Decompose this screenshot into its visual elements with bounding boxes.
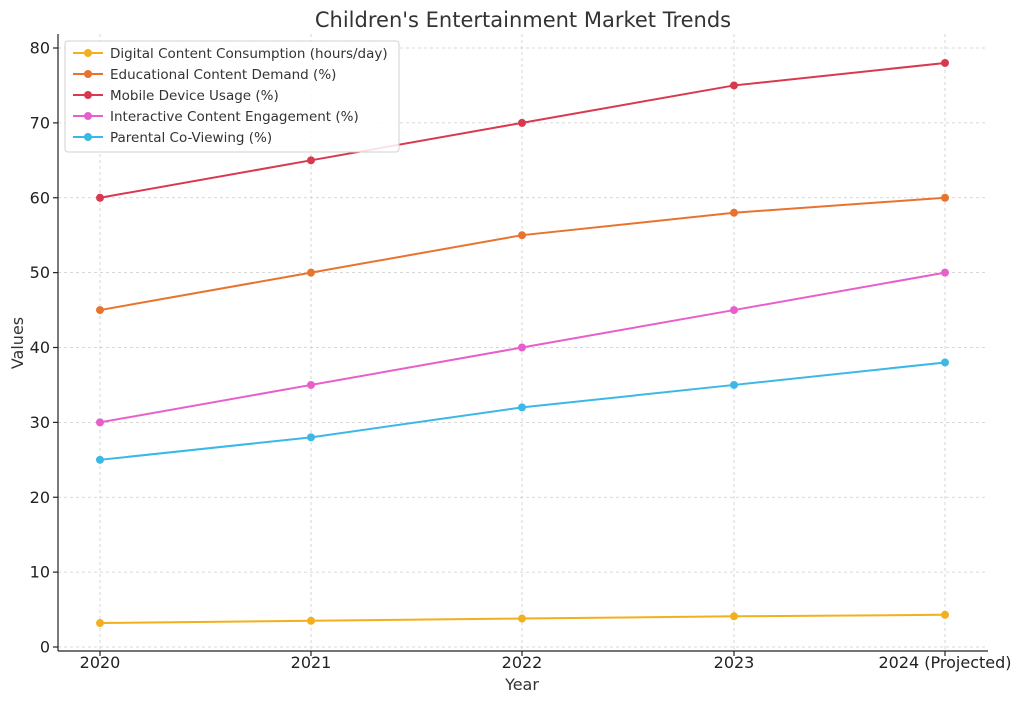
legend-box: [64, 40, 400, 153]
data-point: [96, 193, 104, 202]
y-tick-label: 60: [30, 188, 50, 207]
data-point: [730, 81, 738, 90]
data-point: [307, 616, 315, 625]
series-0: [96, 610, 949, 628]
legend-item: Parental Co-Viewing (%): [73, 130, 272, 146]
data-point: [941, 58, 949, 67]
data-point: [307, 433, 315, 442]
y-tick-label: 0: [40, 638, 50, 657]
x-tick-label: 2024 (Projected): [878, 653, 1011, 672]
series-2: [96, 58, 949, 202]
legend-swatch-marker: [84, 133, 92, 141]
legend-item: Interactive Content Engagement (%): [73, 109, 359, 125]
y-axis-label: Values: [8, 317, 27, 369]
data-point: [307, 156, 315, 165]
y-tick-label: 20: [30, 488, 50, 507]
data-point: [941, 193, 949, 202]
data-point: [307, 268, 315, 277]
y-tick-label: 40: [30, 338, 50, 357]
y-tick-label: 80: [30, 39, 50, 58]
data-point: [96, 619, 104, 628]
legend-swatch-marker: [84, 112, 92, 120]
series-4: [96, 358, 949, 464]
data-point: [941, 358, 949, 367]
data-point: [518, 403, 526, 412]
x-tick-label: 2023: [714, 653, 755, 672]
legend-swatch-marker: [84, 70, 92, 78]
data-point: [518, 231, 526, 240]
series-layer: [96, 58, 949, 628]
data-point: [307, 380, 315, 389]
data-point: [96, 418, 104, 427]
axis-layer: 0 10 20 30 40 50 60 70 80 2020 2021 2022 2023 2024 (P…: [30, 34, 1012, 672]
data-point: [518, 343, 526, 352]
data-point: [730, 380, 738, 389]
data-point: [730, 208, 738, 217]
data-point: [730, 612, 738, 621]
x-tick-label: 2022: [502, 653, 543, 672]
legend-label: Digital Content Consumption (hours/day): [110, 46, 388, 62]
x-tick-label: 2020: [80, 653, 121, 672]
legend-label: Parental Co-Viewing (%): [110, 130, 272, 146]
legend-swatch-marker: [84, 91, 92, 99]
y-tick-label: 30: [30, 413, 50, 432]
y-tick-label: 50: [30, 263, 50, 282]
data-point: [96, 455, 104, 464]
x-axis-label: Year: [504, 675, 539, 694]
data-point: [518, 118, 526, 127]
series-3: [96, 268, 949, 427]
legend-label: Mobile Device Usage (%): [110, 88, 279, 104]
data-point: [941, 268, 949, 277]
y-tick-label: 10: [30, 563, 50, 582]
legend-swatch-marker: [84, 49, 92, 57]
legend-label: Interactive Content Engagement (%): [110, 109, 359, 125]
data-point: [941, 610, 949, 619]
data-point: [730, 306, 738, 315]
data-point: [518, 614, 526, 623]
legend-item: Educational Content Demand (%): [73, 67, 336, 83]
x-tick-label: 2021: [291, 653, 332, 672]
legend-label: Educational Content Demand (%): [110, 67, 336, 83]
series-1: [96, 193, 949, 315]
legend: Digital Content Consumption (hours/day) E…: [64, 40, 400, 153]
legend-item: Mobile Device Usage (%): [73, 88, 279, 104]
legend-item: Digital Content Consumption (hours/day): [73, 46, 388, 62]
y-tick-label: 70: [30, 113, 50, 132]
series-line: [99, 196, 946, 312]
chart-title: Children's Entertainment Market Trends: [315, 8, 731, 32]
data-point: [96, 306, 104, 315]
